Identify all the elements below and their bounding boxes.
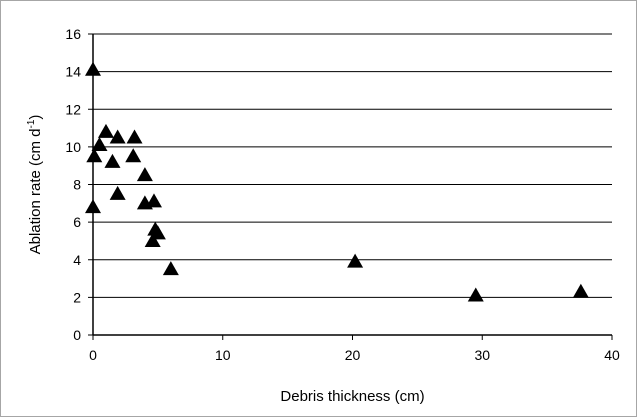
data-points (85, 61, 589, 302)
data-point-12 (145, 193, 162, 208)
y-tick-label-6: 6 (73, 214, 81, 230)
data-point-14 (144, 232, 161, 247)
x-tick-label-40: 40 (604, 347, 620, 363)
x-tick-label-20: 20 (345, 347, 361, 363)
y-tick-label-10: 10 (65, 139, 81, 155)
data-point-5 (104, 153, 121, 168)
data-point-17 (347, 253, 364, 268)
y-tick-labels: 0 2 4 6 8 10 12 16 14 (65, 26, 81, 343)
data-point-3 (91, 136, 108, 151)
x-tick-labels: 0 10 20 30 40 (89, 335, 620, 363)
data-point-9 (125, 148, 142, 163)
data-point-6 (109, 129, 126, 144)
y-axis-title: Ablation rate (cm d-1) (26, 115, 44, 255)
x-tick-label-30: 30 (474, 347, 490, 363)
data-point-10 (136, 167, 153, 182)
y-tick-label-14: 14 (65, 64, 81, 80)
y-axis-title-main: Ablation rate (cm d (27, 129, 44, 255)
data-point-2 (86, 148, 103, 163)
y-tick-label-4: 4 (73, 252, 81, 268)
data-point-8 (126, 129, 143, 144)
data-point-7 (109, 185, 126, 200)
y-tick-label-2: 2 (73, 289, 81, 305)
y-tick-label-0: 0 (73, 327, 81, 343)
y-axis-title-close: ) (27, 115, 44, 120)
y-tick-label-16: 16 (65, 26, 81, 42)
data-point-19 (572, 283, 589, 298)
y-tick-label-8: 8 (73, 177, 81, 193)
data-point-18 (467, 287, 484, 302)
y-tick-label-12: 12 (65, 101, 81, 117)
y-axis-title-superscript: -1 (26, 119, 37, 128)
grid-lines (88, 33, 612, 336)
x-tick-label-10: 10 (215, 347, 231, 363)
x-tick-label-0: 0 (89, 347, 97, 363)
data-point-16 (162, 261, 179, 276)
data-point-0 (85, 61, 101, 76)
data-point-1 (85, 199, 101, 214)
data-point-15 (149, 225, 166, 240)
data-point-4 (97, 123, 114, 138)
x-axis-title: Debris thickness (cm) (280, 388, 424, 405)
